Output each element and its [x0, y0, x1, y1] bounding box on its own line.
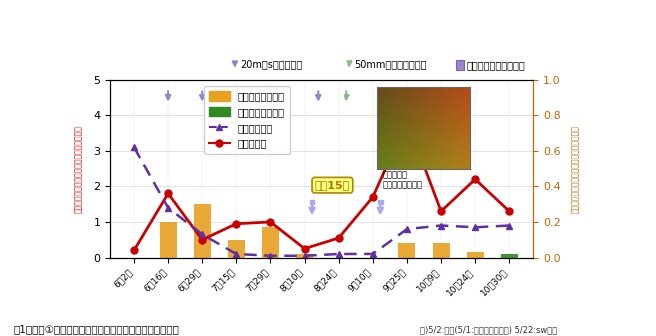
Bar: [466, 252, 483, 257]
Bar: [228, 240, 245, 257]
Bar: [194, 204, 211, 257]
Bar: [432, 243, 449, 257]
Bar: [398, 243, 415, 257]
Bar: [262, 227, 279, 257]
Bar: [378, 200, 382, 204]
Text: カブリダニ、アザミウマの密度（頭／葉）: カブリダニ、アザミウマの密度（頭／葉）: [74, 125, 83, 213]
Bar: [296, 254, 313, 257]
Bar: [159, 222, 176, 257]
FancyBboxPatch shape: [456, 60, 464, 70]
Text: 天敵に影響のある農薬: 天敵に影響のある農薬: [466, 60, 525, 70]
Bar: [501, 254, 518, 257]
Text: 注)5/2:定植(5/1:ヘリマーク混注) 5/22:sw放飼: 注)5/2:定植(5/1:ヘリマーク混注) 5/22:sw放飼: [420, 325, 557, 334]
Text: 土着天敵の
ヒメハナカメムシ: 土着天敵の ヒメハナカメムシ: [383, 170, 423, 190]
Text: 20m／s以上の強風: 20m／s以上の強風: [240, 59, 302, 70]
Legend: ヒメハナカメムシ, タバコカスミカメ, アザミウマ類, カブリダニ: ヒメハナカメムシ, タバコカスミカメ, アザミウマ類, カブリダニ: [204, 86, 290, 154]
Text: 台風15号: 台風15号: [315, 180, 350, 190]
Bar: [310, 200, 314, 204]
Text: 50mm／日以上の降雨: 50mm／日以上の降雨: [354, 59, 426, 70]
Text: ヒメハナ、タバコカスミの密度（頭／葉）: ヒメハナ、タバコカスミの密度（頭／葉）: [571, 125, 580, 213]
Text: 図1　佐賀①におけるアザミウマ類と主要天敵の密度推移: 図1 佐賀①におけるアザミウマ類と主要天敵の密度推移: [13, 324, 179, 334]
